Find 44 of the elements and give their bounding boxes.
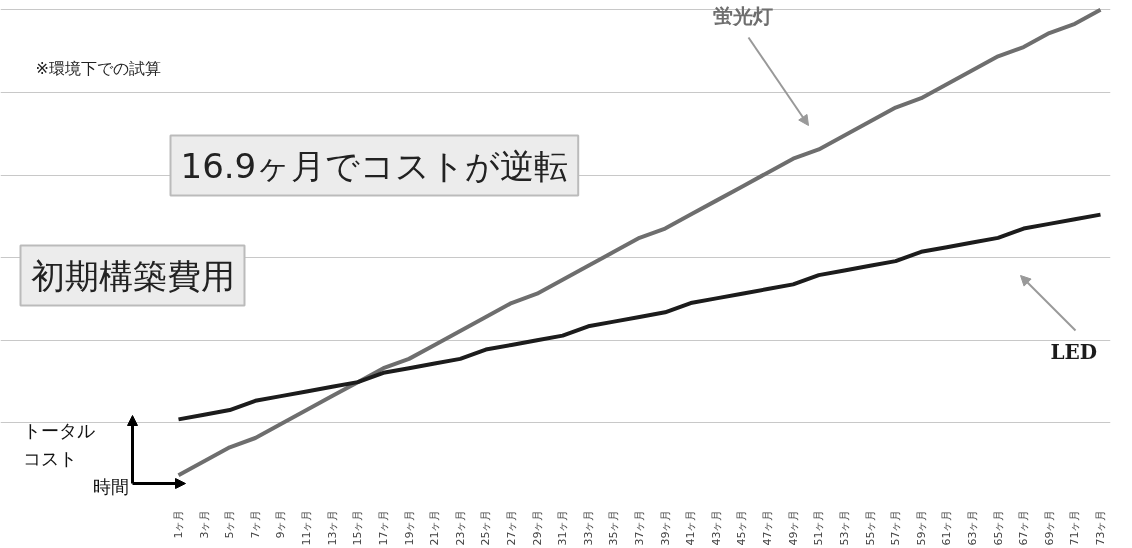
x-tick-label: 45ヶ月 (735, 509, 749, 546)
x-tick-label: 43ヶ月 (709, 509, 723, 546)
text: ※環境下での試算 (35, 58, 161, 78)
x-tick-label: 51ヶ月 (812, 509, 826, 546)
x-tick-label: 71ヶ月 (1068, 509, 1082, 546)
x-tick-label: 13ヶ月 (325, 509, 339, 546)
x-tick-label: 47ヶ月 (761, 509, 775, 546)
x-tick-label: 61ヶ月 (940, 509, 954, 546)
x-tick-label: 67ヶ月 (1017, 509, 1031, 546)
x-tick-label: 41ヶ月 (684, 509, 698, 546)
x-tick-label: 31ヶ月 (556, 509, 570, 546)
x-axis-title: 時間 (92, 475, 129, 497)
x-tick-label: 73ヶ月 (1094, 509, 1107, 546)
x-tick-label: 35ヶ月 (607, 509, 621, 546)
x-tick-label: 7ヶ月 (248, 509, 262, 539)
y-axis-title: トータルコスト (22, 419, 95, 469)
x-tick-label: 69ヶ月 (1042, 509, 1056, 546)
x-tick-label: 57ヶ月 (889, 509, 903, 546)
x-tick-label: 9ヶ月 (274, 509, 288, 539)
x-tick-label: 23ヶ月 (453, 509, 467, 546)
x-tick-label: 37ヶ月 (633, 509, 646, 546)
x-tick-label: 55ヶ月 (863, 509, 877, 546)
text: LED (1050, 339, 1098, 364)
x-tick-label: 17ヶ月 (376, 509, 390, 546)
x-tick-label: 3ヶ月 (197, 509, 211, 539)
x-tick-label: 21ヶ月 (428, 509, 442, 546)
x-tick-label: 27ヶ月 (504, 509, 518, 546)
x-tick-label: 59ヶ月 (914, 509, 928, 546)
text: 蛍光灯 (712, 3, 773, 28)
x-tick-label: 1ヶ月 (172, 509, 185, 539)
x-tick-label: 39ヶ月 (658, 509, 672, 546)
annotation: 16.9ヶ月でコストが逆転 (180, 145, 569, 186)
x-tick-label: 33ヶ月 (581, 509, 595, 546)
annotation: 初期構築費用 (30, 255, 235, 296)
x-tick-label: 15ヶ月 (351, 509, 365, 546)
x-tick-label: 11ヶ月 (300, 509, 314, 546)
x-tick-label: 49ヶ月 (786, 509, 800, 546)
x-tick-label: 53ヶ月 (837, 509, 851, 546)
x-tick-label: 63ヶ月 (965, 509, 979, 546)
x-tick-label: 29ヶ月 (530, 509, 544, 546)
x-tick-label: 25ヶ月 (479, 509, 493, 546)
x-tick-label: 19ヶ月 (402, 509, 416, 546)
x-tick-label: 65ヶ月 (991, 509, 1005, 546)
x-tick-label: 5ヶ月 (223, 509, 237, 539)
